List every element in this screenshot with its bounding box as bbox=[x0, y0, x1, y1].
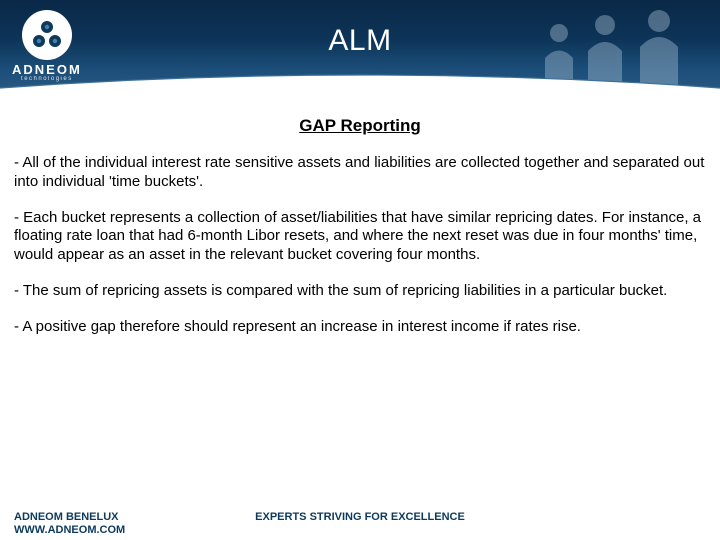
footer-url: WWW.ADNEOM.COM bbox=[14, 524, 125, 537]
content-subtitle: GAP Reporting bbox=[14, 116, 706, 136]
paragraph: - A positive gap therefore should repres… bbox=[14, 318, 706, 337]
footer-tagline: EXPERTS STRIVING FOR EXCELLENCE bbox=[0, 511, 720, 523]
header-curve bbox=[0, 72, 720, 98]
paragraph: - Each bucket represents a collection of… bbox=[14, 209, 706, 265]
slide-content: GAP Reporting - All of the individual in… bbox=[0, 98, 720, 336]
paragraph: - The sum of repricing assets is compare… bbox=[14, 282, 706, 301]
slide-footer: ADNEOM BENELUX WWW.ADNEOM.COM EXPERTS ST… bbox=[0, 511, 720, 537]
slide-header: ADNEOM technologies ALM bbox=[0, 0, 720, 98]
paragraph: - All of the individual interest rate se… bbox=[14, 154, 706, 192]
slide-title: ALM bbox=[0, 24, 720, 58]
